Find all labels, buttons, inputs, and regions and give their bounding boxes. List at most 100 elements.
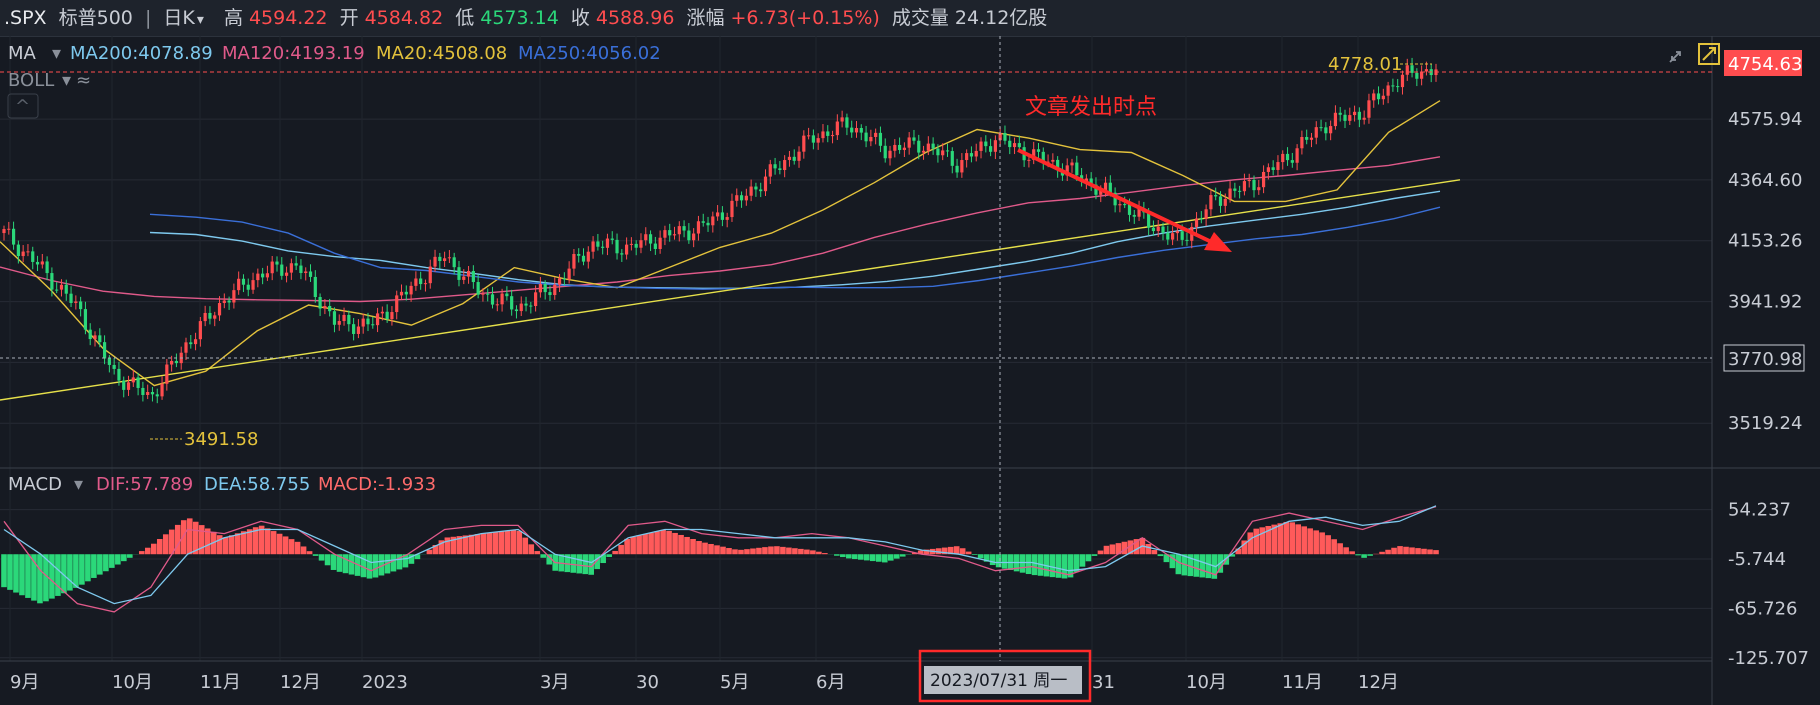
candle-body — [189, 342, 193, 345]
candle-body — [830, 135, 835, 137]
chevron-down-icon[interactable]: ▾ — [196, 12, 204, 28]
index-name[interactable]: 标普500 — [58, 7, 133, 29]
candle-body — [1185, 239, 1189, 241]
symbol-code[interactable]: .SPX — [4, 7, 47, 29]
macd-bar — [127, 554, 133, 558]
candle-body — [1405, 65, 1409, 75]
macd-bar — [887, 554, 894, 561]
chart-area[interactable]: MA ▾ MA200:4078.89 MA120:4193.19 MA20:45… — [0, 36, 1820, 705]
macd-bar — [1229, 554, 1236, 557]
macd-bar — [1259, 527, 1266, 555]
macd-bar — [1127, 540, 1134, 555]
candle-body — [1309, 137, 1314, 140]
fullscreen-icon[interactable] — [1698, 43, 1720, 65]
candle-body — [476, 282, 480, 295]
candle-body — [117, 368, 121, 381]
open-value: 4584.82 — [364, 7, 444, 29]
candle-body — [131, 377, 135, 383]
ma-legend-label[interactable]: MA — [8, 43, 37, 64]
candle-body — [136, 377, 140, 388]
macd-bar — [1187, 554, 1194, 577]
candle-body — [505, 293, 509, 297]
macd-bar — [1001, 554, 1008, 569]
candle-body — [352, 324, 356, 334]
macd-legend-label[interactable]: MACD — [8, 474, 62, 495]
candle-body — [289, 263, 293, 273]
candle-body — [385, 311, 389, 320]
candle-body — [1415, 72, 1419, 79]
macd-bar — [881, 554, 888, 563]
macd-bar — [91, 554, 97, 578]
chevron-down-icon[interactable]: ▾ — [52, 43, 61, 64]
candle-body — [1362, 117, 1366, 120]
candlesticks — [2, 57, 1438, 404]
candle-body — [850, 127, 854, 133]
macd-bar — [720, 546, 726, 555]
macd-bar — [73, 554, 79, 588]
macd-bar — [1133, 539, 1140, 555]
collapse-button[interactable] — [7, 93, 39, 119]
macd-bar — [977, 554, 984, 559]
macd-bar — [786, 547, 792, 555]
macd-bar — [258, 525, 265, 555]
candle-body — [677, 226, 681, 235]
candle-body — [361, 318, 365, 327]
macd-bar — [624, 538, 630, 555]
macd-bar — [923, 549, 930, 555]
candle-body — [1051, 159, 1055, 162]
date-tick-label: 12月 — [280, 672, 321, 693]
candle-body — [854, 128, 859, 133]
candle-body — [1214, 195, 1218, 197]
candle-body — [390, 312, 394, 320]
candle-body — [217, 303, 222, 316]
expand-icon[interactable] — [1669, 51, 1681, 63]
high-value: 4594.22 — [248, 7, 328, 29]
macd-bar — [732, 549, 738, 555]
chevron-down-icon[interactable]: ▾ — [62, 70, 71, 91]
macd-bar — [1319, 532, 1325, 555]
period-selector[interactable]: 日K — [163, 7, 195, 29]
separator: | — [144, 7, 152, 29]
macd-bar — [714, 545, 720, 555]
macd-bar — [1379, 551, 1385, 555]
candle-body — [308, 271, 313, 277]
candle-body — [447, 257, 452, 259]
candle-body — [821, 131, 825, 139]
candle-body — [1381, 95, 1385, 100]
macd-bar — [450, 536, 457, 555]
macd-bar — [366, 554, 373, 579]
candle-body — [993, 140, 997, 152]
macd-bar — [168, 529, 175, 555]
macd-tick-label: -65.726 — [1728, 598, 1797, 619]
candle-body — [452, 257, 456, 268]
candle-body — [93, 335, 97, 340]
macd-bar — [846, 554, 852, 559]
article-time-note: 文章发出时点 — [1025, 95, 1157, 120]
candle-body — [797, 151, 801, 161]
candle-body — [1084, 178, 1088, 182]
eye-hidden-icon[interactable]: ≈ — [76, 70, 91, 91]
boll-legend-label[interactable]: BOLL — [8, 70, 54, 91]
macd-bar — [37, 554, 43, 604]
macd-bar — [1151, 550, 1158, 555]
candle-body — [1170, 233, 1175, 240]
candle-body — [486, 293, 490, 295]
candle-body — [835, 121, 839, 136]
macd-bar — [875, 554, 882, 562]
candle-body — [11, 228, 16, 245]
candle-body — [902, 147, 906, 151]
chevron-down-icon[interactable]: ▾ — [74, 474, 83, 495]
candle-body — [696, 221, 701, 234]
candle-body — [1003, 133, 1007, 141]
volume-value: 24.12亿股 — [954, 7, 1048, 29]
candle-body — [1156, 226, 1160, 232]
candle-body — [1127, 204, 1132, 215]
candle-body — [644, 234, 648, 241]
candle-body — [208, 312, 212, 319]
candle-body — [1343, 114, 1347, 121]
candle-body — [481, 293, 485, 295]
candle-body — [802, 135, 806, 152]
macd-bar — [348, 554, 355, 575]
candle-body — [634, 243, 638, 248]
candle-body — [141, 387, 145, 395]
